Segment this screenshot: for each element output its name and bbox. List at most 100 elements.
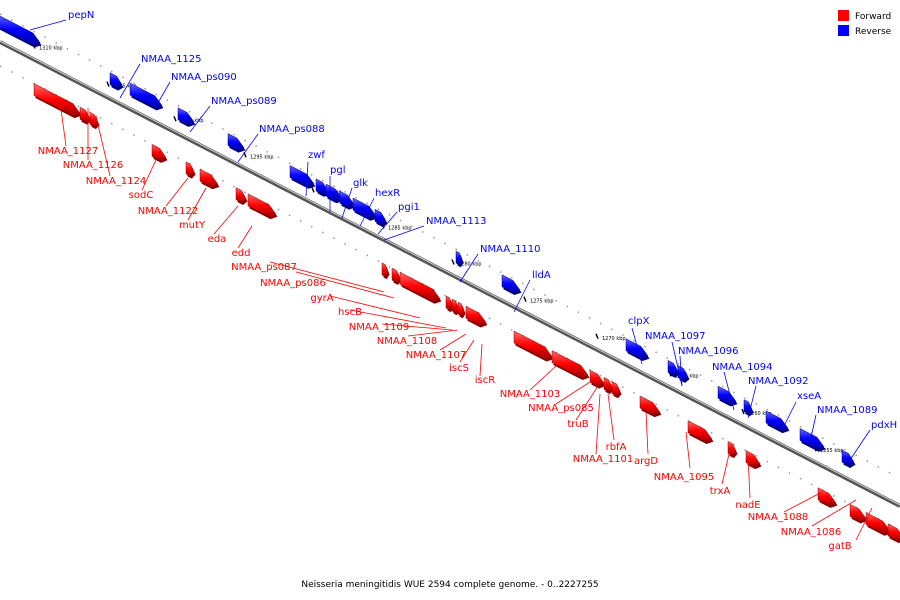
gene-label-nmaa-1094[interactable]: NMAA_1094: [712, 362, 773, 373]
gene-label-muty[interactable]: mutY: [179, 220, 206, 231]
reverse-gene-arrow[interactable]: [625, 338, 649, 359]
label-leader-line: [811, 499, 857, 527]
forward-gene-arrow[interactable]: [727, 440, 737, 456]
gene-label-nmaa-ps086[interactable]: NMAA_ps086: [260, 278, 326, 289]
reverse-gene-arrow[interactable]: [799, 428, 825, 450]
gene-label-nmaa-ps089[interactable]: NMAA_ps089: [211, 96, 277, 107]
forward-gene-arrow[interactable]: [199, 168, 219, 188]
forward-gene-arrow[interactable]: [399, 271, 441, 302]
reverse-gene-arrow[interactable]: [841, 449, 855, 466]
gene-label-nmaa-ps085[interactable]: NMAA_ps085: [528, 403, 594, 414]
gene-label-nmaa-1086[interactable]: NMAA_1086: [781, 527, 842, 538]
gene-label-nmaa-1108[interactable]: NMAA_1108: [377, 336, 438, 347]
forward-gene-arrow[interactable]: [391, 267, 401, 283]
forward-gene-arrow[interactable]: [849, 503, 867, 522]
forward-gene-arrow[interactable]: [185, 161, 195, 177]
gene-label-nmaa-ps087[interactable]: NMAA_ps087: [231, 262, 297, 273]
forward-gene-arrow[interactable]: [381, 262, 389, 277]
gene-label-nmaa-1101[interactable]: NMAA_1101: [573, 454, 634, 465]
gene-label-nmaa-1126[interactable]: NMAA_1126: [63, 160, 124, 171]
forward-gene-arrow[interactable]: [639, 395, 661, 415]
reverse-gene-arrow[interactable]: [501, 274, 521, 293]
scale-tick-label: 1285 kbp: [388, 225, 412, 231]
gene-label-trub[interactable]: truB: [567, 419, 588, 430]
gene-label-llda[interactable]: lldA: [532, 270, 551, 281]
forward-gene-arrow[interactable]: [589, 369, 605, 387]
reverse-gene-arrow[interactable]: [109, 72, 123, 89]
gene-label-nmaa-1110[interactable]: NMAA_1110: [480, 244, 541, 255]
gene-label-zwf[interactable]: zwf: [308, 150, 325, 161]
reverse-gene-arrow[interactable]: [455, 250, 463, 266]
gene-label-pgi1[interactable]: pgi1: [398, 202, 420, 213]
gene-label-rbfa[interactable]: rbfA: [606, 442, 627, 453]
gene-label-nmaa-1097[interactable]: NMAA_1097: [645, 331, 706, 342]
gene-label-eda[interactable]: eda: [208, 234, 227, 245]
reverse-gene-arrow[interactable]: [129, 82, 163, 109]
reverse-gene-arrow[interactable]: [667, 359, 679, 376]
gene-label-nmaa-1103[interactable]: NMAA_1103: [500, 389, 561, 400]
gene-label-sodc[interactable]: sodC: [129, 190, 154, 201]
reverse-gene-arrow[interactable]: [289, 165, 315, 187]
gene-label-nmaa-1089[interactable]: NMAA_1089: [817, 405, 878, 416]
forward-gene-arrow[interactable]: [865, 512, 891, 534]
forward-gene-arrow[interactable]: [451, 298, 459, 314]
forward-gene-arrow[interactable]: [887, 523, 900, 541]
gene-label-nmaa-1113[interactable]: NMAA_1113: [426, 216, 487, 227]
reverse-gene-arrow[interactable]: [765, 410, 789, 431]
gene-label-hexr[interactable]: hexR: [375, 188, 400, 199]
gene-label-nmaa-1124[interactable]: NMAA_1124: [86, 176, 147, 187]
gene-label-hscb[interactable]: hscB: [338, 307, 362, 318]
gene-label-pgl[interactable]: pgl: [330, 165, 345, 176]
forward-gene-arrow[interactable]: [89, 111, 99, 127]
forward-gene-arrow[interactable]: [247, 193, 277, 217]
reverse-gene-arrow[interactable]: [0, 13, 41, 46]
gene-label-nade[interactable]: nadE: [735, 500, 760, 511]
label-leader-line: [671, 341, 683, 387]
forward-gene-arrow[interactable]: [235, 187, 247, 203]
gene-label-nmaa-1096[interactable]: NMAA_1096: [678, 346, 739, 357]
reverse-gene-arrow[interactable]: [227, 133, 245, 151]
gene-label-iscs[interactable]: iscS: [449, 363, 469, 374]
reverse-gene-arrow[interactable]: [352, 197, 377, 219]
gene-label-gatb[interactable]: gatB: [828, 541, 851, 552]
forward-gene-arrow[interactable]: [445, 295, 453, 310]
reverse-gene-arrow[interactable]: [177, 107, 195, 125]
gene-label-nmaa-1109[interactable]: NMAA_1109: [349, 322, 410, 333]
gene-label-nmaa-ps090[interactable]: NMAA_ps090: [171, 72, 237, 83]
forward-gene-arrow[interactable]: [513, 330, 553, 360]
forward-gene-arrow[interactable]: [745, 450, 761, 467]
forward-gene-arrow[interactable]: [151, 143, 167, 161]
reverse-gene-arrow[interactable]: [315, 178, 329, 195]
label-leader-line: [95, 115, 111, 177]
gene-label-nmaa-1095[interactable]: NMAA_1095: [654, 472, 715, 483]
gene-label-trxa[interactable]: trxA: [710, 486, 731, 497]
forward-gene-arrow[interactable]: [551, 350, 589, 378]
forward-gene-arrow[interactable]: [611, 381, 621, 397]
scale-tick: [311, 187, 315, 193]
gene-label-clpx[interactable]: clpX: [628, 316, 650, 327]
gene-label-nmaa-ps088[interactable]: NMAA_ps088: [259, 124, 325, 135]
forward-gene-arrow[interactable]: [817, 487, 837, 506]
forward-gene-arrow[interactable]: [465, 305, 487, 326]
reverse-gene-arrow[interactable]: [374, 208, 387, 225]
gene-label-nmaa-1122[interactable]: NMAA_1122: [138, 206, 199, 217]
gene-label-pdxh[interactable]: pdxH: [871, 420, 897, 431]
forward-gene-arrow[interactable]: [603, 376, 613, 392]
gene-label-edd[interactable]: edd: [232, 248, 251, 259]
gene-label-pepn[interactable]: pepN: [68, 10, 94, 21]
gene-label-xsea[interactable]: xseA: [797, 391, 821, 402]
gene-label-iscr[interactable]: iscR: [475, 375, 495, 386]
gene-label-nmaa-1127[interactable]: NMAA_1127: [38, 146, 99, 157]
reverse-gene-arrow[interactable]: [339, 190, 355, 208]
forward-gene-arrow[interactable]: [33, 83, 81, 116]
gene-label-nmaa-1092[interactable]: NMAA_1092: [748, 376, 809, 387]
gene-label-nmaa-1088[interactable]: NMAA_1088: [748, 512, 809, 523]
forward-gene-arrow[interactable]: [79, 106, 91, 123]
forward-gene-arrow[interactable]: [687, 420, 713, 442]
gene-label-nmaa-1125[interactable]: NMAA_1125: [141, 54, 202, 65]
gene-label-argd[interactable]: argD: [634, 456, 658, 467]
gene-label-gyra[interactable]: gyrA: [310, 293, 333, 304]
gene-label-glk[interactable]: glk: [353, 178, 368, 189]
forward-gene-arrow[interactable]: [457, 301, 465, 317]
gene-label-nmaa-1107[interactable]: NMAA_1107: [406, 350, 467, 361]
